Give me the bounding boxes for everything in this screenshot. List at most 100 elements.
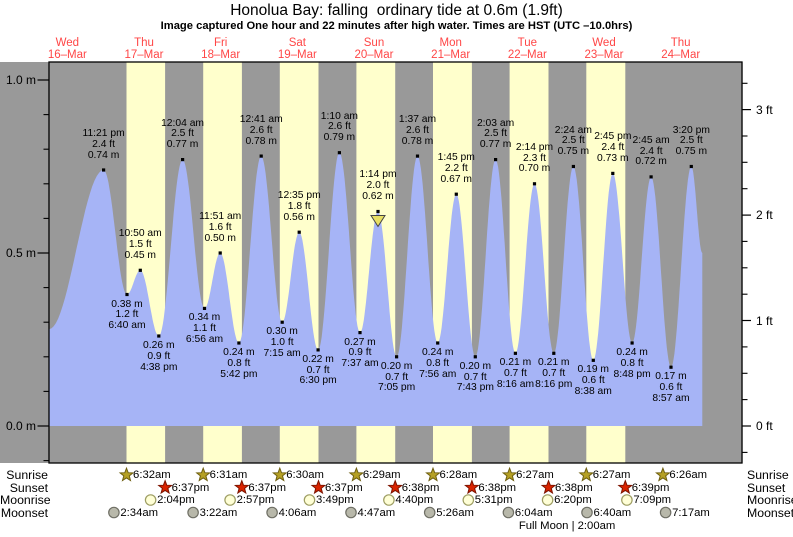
moonrise-icon: [383, 494, 395, 506]
moonrise-icon: [541, 494, 554, 506]
moonrise-time: 2:57pm: [236, 494, 275, 506]
y-axis-label-ft: 1 ft: [756, 313, 773, 328]
sunrise-icon: [195, 466, 211, 482]
sunrise-icon: [501, 466, 518, 482]
tide-high-label: 1:14 pm 2.0 ft 0.62 m: [359, 169, 397, 203]
tide-low-label: 0.20 m 0.7 ft 7:05 pm: [378, 360, 416, 394]
tide-high-label: 12:35 pm 1.8 ft 0.56 m: [277, 190, 321, 223]
tide-extreme-dot: [259, 154, 263, 158]
sunrise-row-label-right: Sunrise: [747, 468, 789, 482]
sunrise-icon: [348, 466, 365, 482]
y-axis-label-m: 0.0 m: [5, 419, 36, 433]
chart-subtitle: Image captured One hour and 22 minutes a…: [160, 20, 633, 32]
moonset-icon: [581, 506, 593, 519]
chart-title: Honolua Bay: falling ordinary tide at 0.…: [230, 2, 563, 19]
tide-extreme-dot: [571, 164, 575, 169]
day-header: Thu 24–Mar: [661, 37, 701, 61]
tide-extreme-dot: [280, 320, 284, 324]
sunrise-time: 6:31am: [209, 469, 248, 481]
tide-extreme-dot: [454, 192, 458, 196]
sunrise-icon: [271, 466, 288, 482]
plot-border: [48, 61, 743, 464]
sunrise-time: 6:27am: [516, 469, 554, 481]
tide-low-label: 0.38 m 1.2 ft 6:40 am: [108, 298, 146, 332]
sunset-row-label-right: Sunset: [747, 480, 786, 495]
tide-extreme-dot: [630, 341, 634, 345]
day-header: Sat 19–Mar: [277, 37, 317, 61]
y-axis-label-ft: 2 ft: [756, 208, 773, 223]
moonrise-row-label-left: Moonrise: [0, 493, 51, 507]
y-axis-label-m: 0.5 m: [5, 246, 36, 260]
moonset-time: 5:26am: [436, 506, 474, 519]
day-header: Mon 21–Mar: [431, 37, 471, 61]
sunset-time: 6:39pm: [631, 481, 670, 494]
sunrise-row-label-left: Sunrise: [6, 468, 48, 482]
tide-extreme-dot: [532, 182, 537, 186]
tide-extreme-dot: [202, 306, 207, 310]
tide-extreme-dot: [552, 351, 556, 355]
tide-extreme-dot: [513, 351, 517, 355]
sunrise-icon: [578, 466, 595, 482]
sunrise-time: 6:30am: [286, 469, 324, 481]
tide-extreme-dot: [218, 251, 222, 255]
tide-high-label: 12:41 am 2.6 ft 0.78 m: [239, 114, 283, 147]
tide-extreme-dot: [157, 334, 161, 338]
tide-extreme-dot: [669, 365, 673, 369]
sunrise-time: 6:28am: [439, 469, 478, 481]
moonset-icon: [266, 506, 278, 519]
tide-low-label: 0.21 m 0.7 ft 8:16 am: [496, 357, 535, 390]
tide-extreme-dot: [138, 268, 142, 272]
tide-extreme-dot: [689, 164, 693, 169]
tide-extreme-dot: [125, 292, 129, 297]
tide-extreme-dot: [297, 230, 301, 234]
sunset-time: 6:38pm: [478, 481, 517, 494]
moonrise-icon: [224, 494, 236, 506]
moonset-icon: [502, 506, 515, 519]
moonset-time: 3:22am: [199, 506, 238, 519]
sunrise-icon: [118, 466, 135, 482]
y-axis-label-m: 1.0 m: [5, 73, 36, 87]
sunset-icon: [464, 479, 480, 495]
tide-high-label: 12:04 am 2.5 ft 0.77 m: [161, 117, 205, 151]
tide-low-label: 0.19 m 0.6 ft 8:38 am: [574, 364, 612, 397]
tide-extreme-dot: [237, 341, 241, 345]
tide-extreme-dot: [473, 355, 477, 359]
moonset-time: 4:06am: [278, 506, 317, 519]
tide-high-label: 2:24 am 2.5 ft 0.75 m: [554, 124, 592, 158]
sunrise-time: 6:27am: [592, 469, 631, 481]
sunset-icon: [310, 479, 327, 495]
day-header: Wed 23–Mar: [584, 37, 624, 61]
tide-high-label: 1:37 am 2.6 ft 0.78 m: [398, 114, 437, 147]
moonset-icon: [659, 506, 672, 519]
sunset-icon: [233, 479, 250, 495]
tide-low-label: 0.20 m 0.7 ft 7:43 pm: [456, 360, 494, 394]
moonrise-time: 2:04pm: [157, 494, 195, 506]
current-time-marker: [370, 215, 386, 228]
tide-extreme-dot: [358, 331, 362, 335]
tide-low-label: 0.26 m 0.9 ft 4:38 pm: [140, 340, 178, 373]
tide-extreme-dot: [591, 358, 595, 362]
moonset-time: 2:34am: [120, 506, 159, 519]
moonset-time: 4:47am: [357, 506, 396, 519]
tide-extreme-dot: [395, 355, 399, 359]
moonset-time: 7:17am: [672, 506, 710, 519]
moonrise-icon: [303, 494, 316, 506]
tide-high-label: 2:45 am 2.4 ft 0.72 m: [632, 134, 670, 168]
tide-extreme-dot: [181, 158, 185, 162]
moonrise-icon: [621, 494, 633, 506]
moonset-time: 6:04am: [514, 506, 553, 519]
moonset-row-label-right: Moonset: [747, 505, 793, 520]
tide-high-label: 11:21 pm 2.4 ft 0.74 m: [82, 127, 125, 161]
tide-high-label: 2:14 pm 2.3 ft 0.70 m: [515, 141, 554, 175]
day-header: Wed 16–Mar: [47, 37, 87, 61]
moonset-time: 6:40am: [593, 506, 632, 519]
moonset-row-label-left: Moonset: [0, 505, 48, 520]
tide-high-label: 1:45 pm 2.2 ft 0.67 m: [437, 152, 475, 185]
tide-low-label: 0.27 m 0.9 ft 7:37 am: [341, 336, 379, 370]
tide-curve-area: [49, 152, 703, 426]
tide-extreme-dot: [611, 171, 615, 175]
tide-low-label: 0.30 m 1.0 ft 7:15 am: [263, 326, 301, 359]
sunset-time: 6:37pm: [324, 481, 363, 494]
